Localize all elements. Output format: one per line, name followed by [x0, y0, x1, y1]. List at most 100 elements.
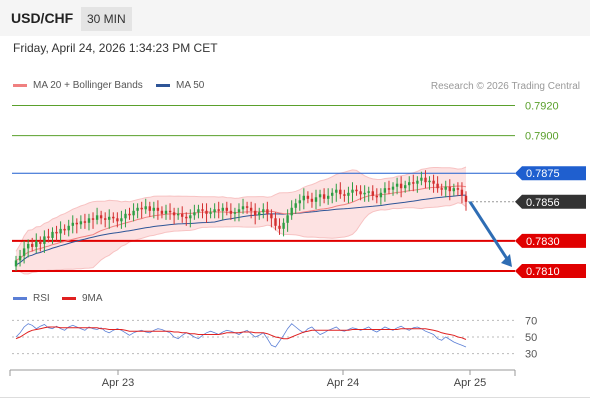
- candle: [302, 188, 305, 210]
- copyright-text: Research © 2026 Trading Central: [430, 81, 580, 92]
- candle-body: [233, 212, 237, 214]
- level-marker-0.7856: [515, 194, 586, 209]
- candle-body: [460, 189, 464, 196]
- candle-body: [22, 248, 26, 256]
- candle: [327, 188, 330, 205]
- candle-body: [185, 216, 188, 219]
- candle-body: [128, 213, 131, 216]
- candle-body: [47, 236, 50, 238]
- candle-body: [440, 188, 443, 190]
- candle-body: [63, 228, 66, 231]
- legend-rsi: RSI: [13, 293, 50, 304]
- candle-body: [416, 180, 419, 184]
- candle: [428, 176, 431, 190]
- candle: [460, 182, 464, 204]
- candle: [391, 182, 395, 196]
- candle: [87, 213, 91, 231]
- candle: [18, 249, 22, 267]
- candle-body: [156, 207, 160, 211]
- candle-body: [83, 221, 87, 223]
- candle: [39, 236, 42, 252]
- candle: [177, 207, 180, 220]
- candle-body: [367, 191, 370, 193]
- candle: [249, 201, 253, 219]
- candle-body: [160, 210, 164, 214]
- bollinger-band-fill: [16, 167, 466, 274]
- candle-body: [39, 240, 42, 244]
- candle-body: [91, 218, 95, 220]
- candle: [363, 185, 366, 202]
- candle-body: [75, 222, 78, 225]
- level-value-0.7856: 0.7856: [526, 197, 560, 209]
- candle: [63, 224, 66, 235]
- candle: [67, 219, 70, 237]
- candle-body: [444, 186, 447, 190]
- candle: [387, 180, 391, 195]
- ma20-line: [15, 185, 467, 261]
- candle: [359, 185, 362, 201]
- candle-body: [322, 194, 326, 199]
- legend-9ma: 9MA: [62, 293, 103, 304]
- candle-body: [120, 218, 123, 222]
- candle-body: [343, 194, 346, 196]
- candle-body: [266, 209, 269, 214]
- interval-button[interactable]: 30 MIN: [81, 7, 132, 31]
- candle-body: [229, 210, 233, 214]
- candle: [71, 215, 74, 234]
- candle-body: [456, 188, 460, 190]
- candle: [79, 215, 83, 229]
- candle: [213, 203, 216, 219]
- candle-body: [18, 255, 22, 261]
- candle-body: [448, 186, 451, 192]
- bollinger-lower-line: [15, 202, 467, 275]
- candle-body: [290, 207, 293, 216]
- candle-body: [99, 215, 103, 219]
- candle-body: [432, 180, 435, 184]
- candle: [444, 180, 447, 198]
- candle: [262, 203, 265, 219]
- candle-body: [108, 216, 111, 220]
- candle: [335, 183, 338, 202]
- candle-body: [67, 225, 70, 231]
- candle: [318, 189, 322, 207]
- candle: [14, 255, 18, 271]
- candle: [128, 207, 131, 220]
- candle: [164, 204, 168, 220]
- candle: [185, 212, 188, 226]
- candle: [424, 170, 427, 189]
- forecast-arrow-line: [468, 200, 511, 263]
- candle-body: [452, 188, 455, 192]
- candle: [47, 228, 50, 243]
- candle-body: [132, 210, 135, 216]
- legend-ma20-label: MA 20 + Bollinger Bands: [33, 80, 143, 91]
- legend-ma20: MA 20 + Bollinger Bands: [13, 80, 143, 91]
- candle-body: [262, 209, 265, 213]
- candle-body: [294, 203, 297, 208]
- candle-body: [274, 218, 277, 226]
- candle: [270, 209, 273, 228]
- candle: [104, 212, 107, 228]
- candle: [124, 209, 127, 228]
- rsi-tick-50: 50: [525, 332, 537, 344]
- candle-body: [335, 189, 338, 193]
- candle-body: [79, 221, 83, 225]
- candle: [120, 210, 123, 229]
- candle-body: [55, 231, 58, 234]
- chart-header: USD/CHF 30 MIN: [0, 0, 590, 36]
- candle-body: [197, 209, 200, 213]
- candle: [331, 188, 334, 204]
- candle-body: [391, 186, 395, 190]
- candle: [347, 186, 350, 204]
- 9ma-swatch: [62, 296, 76, 300]
- candle-body: [27, 243, 30, 249]
- candle-body: [412, 182, 415, 184]
- candle: [298, 194, 301, 211]
- candle: [286, 209, 289, 232]
- candle-body: [258, 212, 261, 216]
- candle: [229, 203, 233, 220]
- candle: [95, 207, 99, 225]
- candle: [205, 203, 208, 223]
- candle: [310, 192, 314, 208]
- candle: [152, 201, 155, 219]
